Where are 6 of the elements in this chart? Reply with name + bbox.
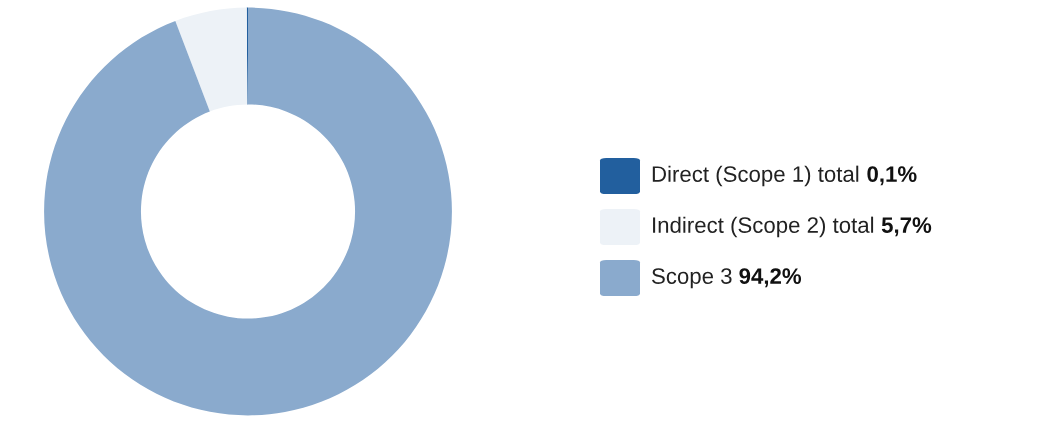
data-label: 94,2% [739, 268, 802, 288]
legend-label: Direct (Scope 1) total [652, 165, 859, 187]
legend-label: Scope 3 [652, 268, 732, 289]
data-label: 5,7% [881, 217, 932, 237]
legend-label: Indirect (Scope 2) total [653, 216, 874, 238]
data-label: 0,1% [867, 166, 917, 186]
